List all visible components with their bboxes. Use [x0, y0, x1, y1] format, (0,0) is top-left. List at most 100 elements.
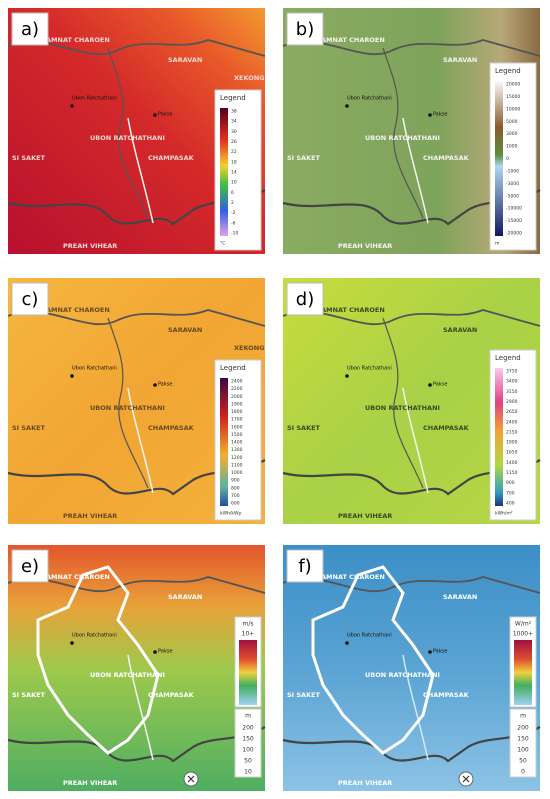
place-label: SI SAKET [287, 424, 321, 432]
province-outline [382, 317, 424, 489]
place-label: Pakse [158, 649, 172, 655]
place-label: CHAMPASAK [148, 424, 195, 432]
legend-colorbar [495, 368, 503, 506]
legend-tick-label: -5000 [506, 193, 519, 199]
height-label: 150 [242, 736, 254, 743]
place-label: SI SAKET [287, 691, 321, 699]
legend-tick-label: 30 [231, 129, 237, 135]
legend-unit: kWh/m² [495, 511, 513, 517]
legend-tick-label: 1300 [231, 447, 243, 453]
place-label: UBON RATCHATHANI [90, 671, 165, 679]
country-border [282, 726, 541, 763]
height-label: 200 [517, 725, 529, 732]
legend-colorbar [220, 378, 228, 506]
height-label: 50 [519, 758, 527, 765]
height-label: 100 [242, 747, 254, 754]
legend-tick-label: 700 [231, 493, 240, 499]
legend-tick-label: 1900 [231, 401, 243, 407]
legend-tick-label: 600 [231, 501, 240, 507]
legend-tick-label: 1000 [231, 470, 243, 476]
place-label: Ubon Ratchathani [347, 96, 392, 102]
map-panel: AMNAT CHAROEN SARAVAN Ubon Ratchathani UBON… [282, 8, 541, 254]
place-label: Ubon Ratchathani [72, 366, 117, 372]
city-dot [153, 650, 157, 654]
legend-top-label: 1000+ [513, 631, 533, 638]
legend-tick-label: 900 [231, 478, 240, 484]
place-label: Pakse [433, 382, 447, 388]
legend-tick-label: 1600 [231, 424, 243, 430]
place-label: UBON RATCHATHANI [90, 404, 165, 412]
legend-tick-label: 700 [506, 490, 515, 496]
place-label: AMNAT CHAROEN [321, 36, 385, 44]
city-dot [70, 374, 74, 378]
legend-tick-label: 26 [231, 139, 237, 145]
height-label: 10 [244, 769, 252, 776]
legend-tick-label: 1200 [231, 455, 243, 461]
place-label: SI SAKET [12, 691, 46, 699]
place-label: XEKONG [234, 74, 265, 82]
map-panel: AMNAT CHAROEN SARAVAN Ubon Ratchathani UBON… [7, 545, 266, 791]
legend-tick-label: 3750 [506, 369, 518, 375]
place-label: SI SAKET [12, 424, 46, 432]
legend-tick-label: -6 [231, 220, 236, 226]
height-box [509, 708, 537, 778]
city-dot [70, 641, 74, 645]
legend-colorbar [239, 640, 257, 705]
legend-colorbar [220, 108, 228, 236]
legend-tick-label: 1000 [506, 144, 518, 150]
legend-tick-label: -3000 [506, 181, 519, 187]
place-label: Pakse [433, 112, 447, 118]
legend-tick-label: 38 [231, 109, 237, 115]
legend-title: Legend [220, 94, 246, 102]
legend-tick-label: 800 [231, 485, 240, 491]
legend-top-label: 10+ [242, 631, 255, 638]
legend-tick-label: 0 [506, 156, 509, 162]
legend-tick-label: -2 [231, 210, 236, 216]
city-dot [153, 383, 157, 387]
legend-tick-label: 15000 [506, 94, 520, 100]
map-background [283, 545, 540, 791]
place-label: PREAH VIHEAR [63, 242, 117, 250]
province-outline [382, 47, 424, 219]
legend-unit: W/m² [515, 621, 532, 628]
legend-tick-label: 1400 [506, 460, 518, 466]
panel-label-box [286, 282, 324, 316]
legend-tick-label: 400 [506, 501, 515, 507]
legend-title: Legend [495, 67, 521, 75]
height-label: 50 [244, 758, 252, 765]
place-label: AMNAT CHAROEN [46, 36, 110, 44]
legend-tick-label: 2200 [231, 386, 243, 392]
legend-colorbar [514, 640, 532, 705]
city-dot [428, 113, 432, 117]
place-label: AMNAT CHAROEN [46, 306, 110, 314]
legend-unit: kWh/kWp [220, 511, 241, 517]
place-label: Pakse [158, 112, 172, 118]
panel-label: c) [22, 289, 39, 310]
province-outline [107, 47, 149, 219]
panel-label: f) [298, 556, 311, 577]
legend-tick-label: 1400 [231, 440, 243, 446]
legend-tick-label: -10000 [506, 206, 522, 212]
province-outline [311, 565, 435, 755]
place-label: PREAH VIHEAR [338, 242, 392, 250]
place-label: Ubon Ratchathani [347, 366, 392, 372]
place-label: Ubon Ratchathani [72, 633, 117, 639]
place-label: Ubon Ratchathani [72, 96, 117, 102]
legend-tick-label: 18 [231, 159, 237, 165]
close-icon [187, 775, 195, 783]
place-label: CHAMPASAK [423, 424, 470, 432]
city-dot [153, 113, 157, 117]
river [402, 654, 429, 761]
legend-tick-label: 14 [231, 170, 237, 176]
city-dot [345, 104, 349, 108]
place-label: SI SAKET [12, 154, 46, 162]
place-label: PREAH VIHEAR [63, 779, 117, 787]
place-label: CHAMPASAK [148, 154, 195, 162]
place-label: SARAVAN [168, 326, 202, 334]
place-label: UBON RATCHATHANI [90, 134, 165, 142]
legend-tick-label: 1700 [231, 417, 243, 423]
legend-tick-label: 10000 [506, 106, 520, 112]
height-box [234, 708, 262, 778]
legend-tick-label: 900 [506, 480, 515, 486]
